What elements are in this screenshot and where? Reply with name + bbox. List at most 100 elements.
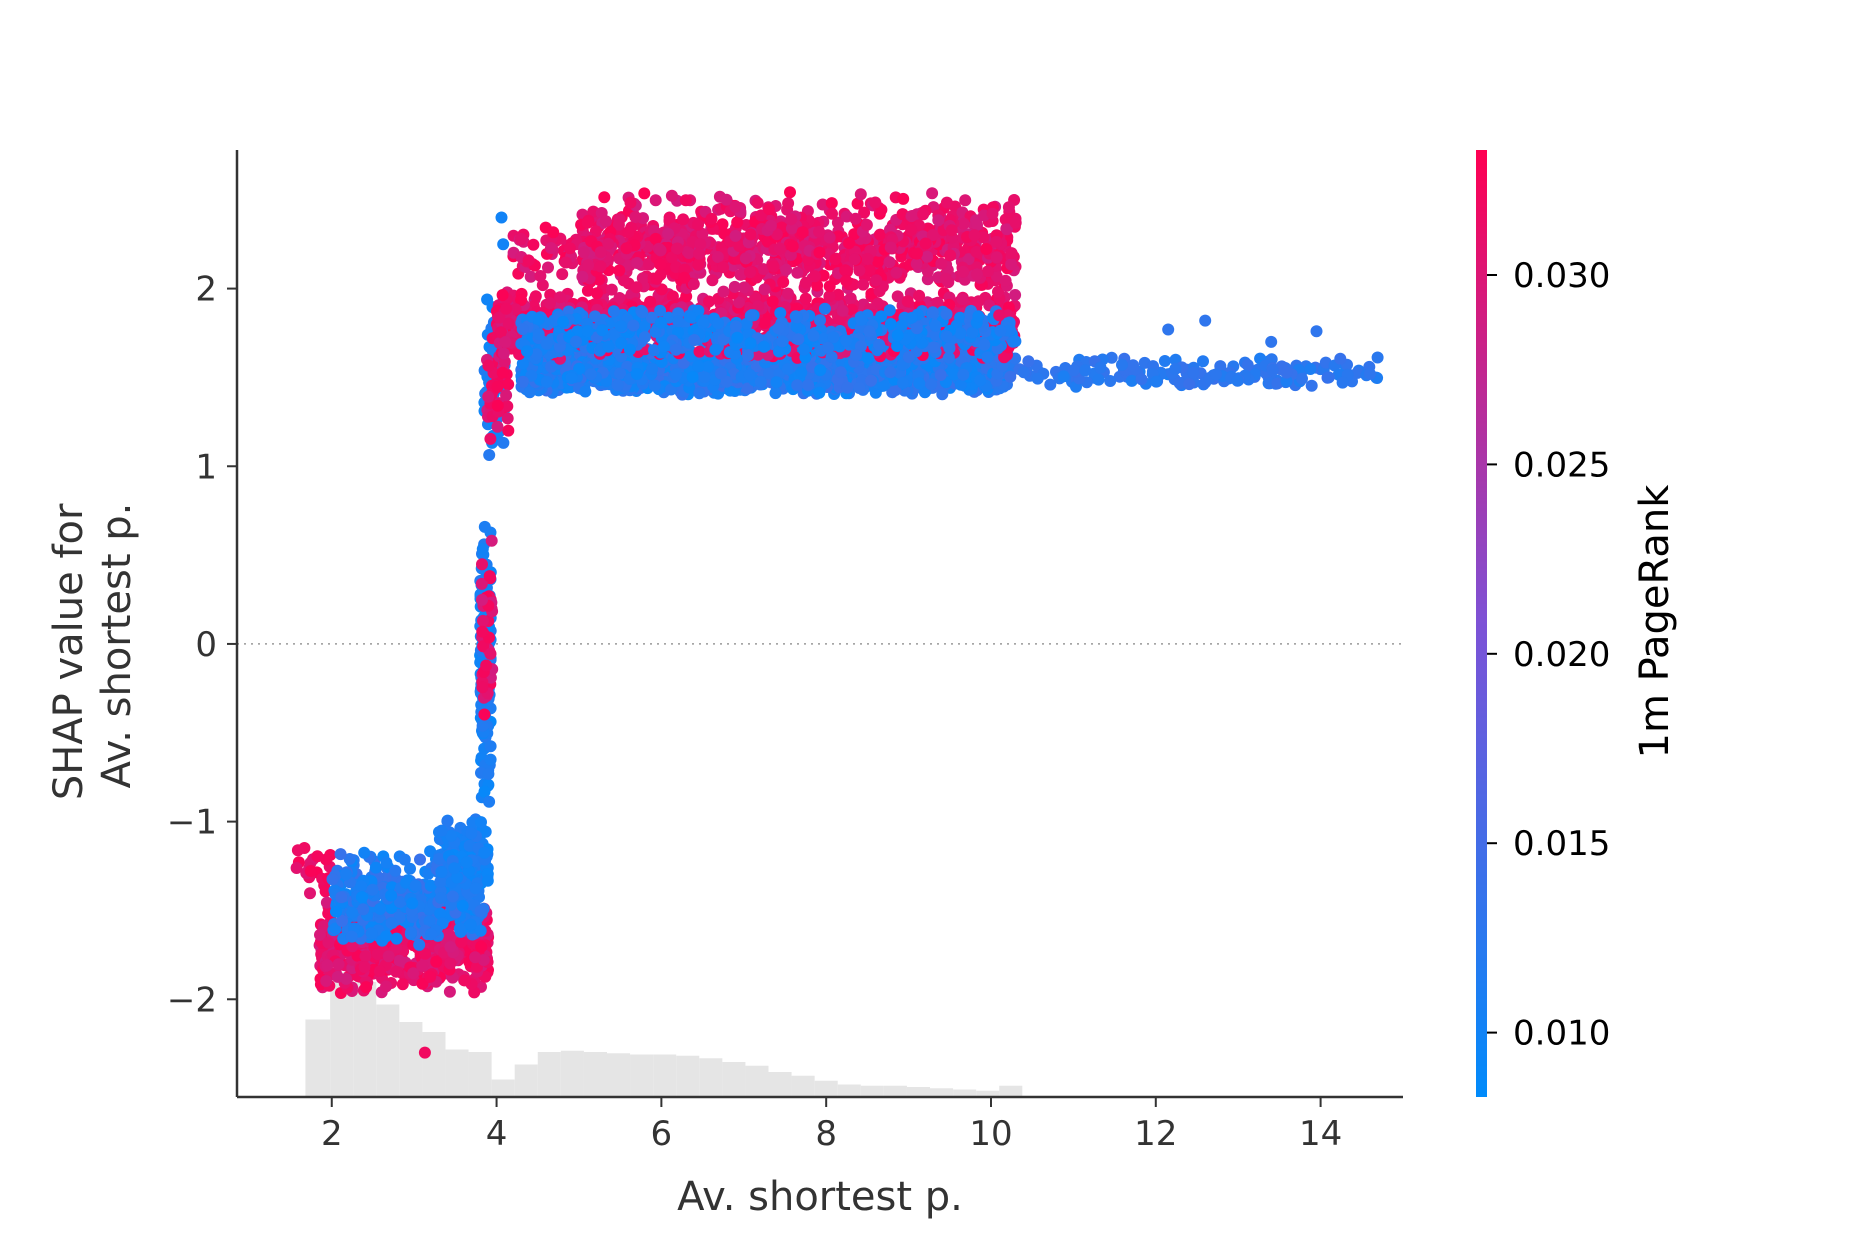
data-point <box>795 366 808 379</box>
data-point <box>648 379 661 392</box>
data-point <box>485 534 498 547</box>
data-point <box>290 862 303 874</box>
data-point <box>477 640 490 653</box>
data-point <box>390 932 403 945</box>
data-point <box>491 420 504 433</box>
data-point <box>373 965 386 978</box>
data-point <box>458 974 471 987</box>
data-point <box>1296 372 1308 385</box>
data-point <box>481 874 494 887</box>
data-point <box>416 960 429 972</box>
data-point <box>477 614 489 627</box>
data-point <box>369 861 382 874</box>
data-point <box>405 926 417 939</box>
data-point <box>579 385 592 398</box>
data-point <box>501 400 514 413</box>
data-point <box>1169 362 1182 375</box>
data-point <box>430 955 443 968</box>
data-point <box>434 875 447 888</box>
histogram-bar <box>305 1019 331 1097</box>
histogram-bar <box>468 1052 492 1097</box>
data-point <box>374 902 387 915</box>
data-point <box>425 928 437 941</box>
data-point <box>741 382 754 395</box>
data-point <box>491 380 504 393</box>
data-point <box>346 940 359 953</box>
data-point <box>813 386 826 399</box>
data-point <box>334 848 347 861</box>
data-point <box>1031 372 1044 385</box>
data-point <box>743 368 756 381</box>
data-point <box>1241 359 1254 371</box>
data-point <box>936 388 949 401</box>
data-point <box>613 292 626 304</box>
histogram-bar <box>676 1055 700 1097</box>
data-point <box>483 449 496 461</box>
data-point <box>475 940 488 953</box>
data-point <box>841 381 854 394</box>
data-point <box>584 368 597 381</box>
data-point <box>478 520 491 533</box>
data-point <box>516 375 529 388</box>
data-point <box>322 936 335 949</box>
data-point <box>845 303 858 316</box>
data-point <box>565 372 578 385</box>
data-point <box>435 866 448 878</box>
data-point <box>474 924 487 937</box>
data-point <box>1304 363 1317 375</box>
histogram-bar <box>630 1054 654 1097</box>
data-point <box>496 289 509 301</box>
data-point <box>502 424 515 437</box>
data-point <box>502 378 515 391</box>
data-point <box>398 853 411 866</box>
histogram-bar <box>906 1087 931 1097</box>
data-point <box>884 366 897 379</box>
data-point <box>802 379 815 392</box>
histogram-bar <box>330 972 354 1097</box>
data-point <box>1266 364 1279 377</box>
data-point <box>480 659 493 672</box>
data-point <box>416 977 429 990</box>
data-point <box>543 297 556 310</box>
data-point <box>424 970 437 983</box>
data-point <box>311 850 324 863</box>
data-point <box>889 384 902 396</box>
data-point <box>331 970 344 983</box>
data-point <box>1197 355 1209 368</box>
data-point <box>304 865 317 877</box>
data-point <box>443 985 456 998</box>
data-point <box>304 887 316 900</box>
data-point <box>497 347 510 360</box>
data-point <box>484 740 497 753</box>
data-point <box>385 889 398 902</box>
data-point <box>1079 364 1092 377</box>
data-point <box>1057 370 1070 383</box>
data-point <box>355 880 368 893</box>
data-point <box>540 375 553 388</box>
data-point <box>466 816 479 829</box>
data-point <box>407 967 420 980</box>
data-point <box>698 371 711 384</box>
histogram-bar <box>537 1052 561 1097</box>
data-point <box>493 311 506 324</box>
data-point <box>754 375 767 388</box>
data-point <box>877 379 889 392</box>
data-point <box>441 815 454 828</box>
data-point <box>460 856 473 869</box>
data-point <box>484 432 497 445</box>
data-point <box>314 928 326 941</box>
data-point <box>390 941 403 954</box>
data-point <box>1105 351 1118 364</box>
data-point <box>475 577 488 590</box>
data-point <box>758 317 771 330</box>
data-point <box>343 853 356 865</box>
data-point <box>934 369 947 381</box>
data-point <box>614 367 627 380</box>
histogram-layer <box>305 972 1023 1097</box>
data-point <box>357 903 370 916</box>
data-point <box>814 364 827 377</box>
data-point <box>476 719 489 732</box>
data-point <box>483 570 496 583</box>
data-point <box>957 368 970 381</box>
data-point <box>529 290 542 303</box>
